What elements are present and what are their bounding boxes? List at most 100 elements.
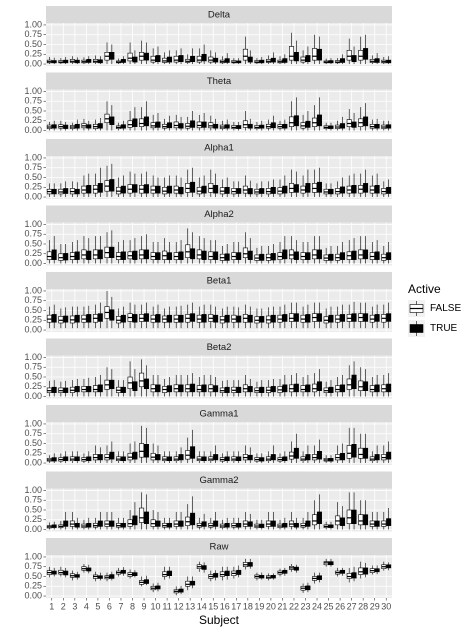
y-tick-label: 1.00 bbox=[24, 86, 42, 96]
box bbox=[351, 509, 357, 524]
box bbox=[358, 447, 364, 459]
x-tick-label: 6 bbox=[107, 601, 112, 611]
box bbox=[316, 511, 322, 524]
box bbox=[305, 120, 311, 128]
x-tick-label: 27 bbox=[347, 601, 357, 611]
x-tick-label: 8 bbox=[130, 601, 135, 611]
y-tick-label: 0.50 bbox=[24, 105, 42, 115]
y-tick-label: 0.00 bbox=[24, 191, 42, 201]
y-tick-label: 0.75 bbox=[24, 495, 42, 505]
strip-text: Gamma1 bbox=[199, 409, 238, 420]
box bbox=[363, 313, 369, 322]
x-tick-label: 7 bbox=[118, 601, 123, 611]
legend-title: Active bbox=[408, 282, 441, 296]
strip bbox=[46, 405, 392, 422]
box bbox=[51, 249, 57, 260]
strip bbox=[46, 538, 392, 555]
box bbox=[190, 512, 196, 526]
strip bbox=[46, 72, 392, 90]
box bbox=[358, 514, 364, 526]
box bbox=[127, 52, 133, 62]
strip-text: Raw bbox=[209, 542, 228, 553]
x-tick-label: 26 bbox=[335, 601, 345, 611]
box bbox=[190, 313, 196, 322]
box bbox=[97, 313, 103, 322]
strip bbox=[46, 139, 392, 156]
y-tick-label: 0.75 bbox=[24, 428, 42, 438]
box bbox=[190, 383, 196, 393]
x-tick-label: 2 bbox=[61, 601, 66, 611]
strip-text: Alpha1 bbox=[204, 143, 234, 154]
box bbox=[201, 521, 207, 527]
y-tick-label: 0.75 bbox=[24, 96, 42, 106]
x-tick-label: 15 bbox=[208, 601, 218, 611]
y-tick-label: 0.00 bbox=[24, 391, 42, 401]
box bbox=[289, 313, 295, 322]
y-tick-label: 0.25 bbox=[24, 381, 42, 391]
x-tick-label: 30 bbox=[381, 601, 391, 611]
box bbox=[92, 385, 98, 393]
box bbox=[132, 184, 138, 193]
y-tick-label: 0.00 bbox=[24, 457, 42, 467]
box bbox=[132, 118, 138, 127]
x-tick-label: 4 bbox=[84, 601, 89, 611]
box bbox=[173, 55, 179, 63]
x-tick-label: 29 bbox=[370, 601, 380, 611]
box bbox=[289, 46, 295, 61]
x-tick-label: 13 bbox=[185, 601, 195, 611]
x-tick-label: 23 bbox=[300, 601, 310, 611]
box bbox=[312, 48, 318, 61]
x-tick-label: 10 bbox=[151, 601, 161, 611]
box bbox=[46, 251, 52, 260]
y-tick-label: 0.25 bbox=[24, 315, 42, 325]
y-tick-label: 1.00 bbox=[24, 551, 42, 561]
box bbox=[363, 514, 369, 526]
box bbox=[247, 454, 253, 461]
y-tick-label: 0.75 bbox=[24, 29, 42, 39]
legend-text: TRUE bbox=[430, 323, 458, 334]
y-tick-label: 0.25 bbox=[24, 581, 42, 591]
x-tick-label: 19 bbox=[254, 601, 264, 611]
x-tick-label: 22 bbox=[289, 601, 299, 611]
y-tick-label: 0.75 bbox=[24, 362, 42, 372]
y-tick-label: 1.00 bbox=[24, 152, 42, 162]
y-tick-label: 0.50 bbox=[24, 371, 42, 381]
x-tick-label: 3 bbox=[72, 601, 77, 611]
legend-text: FALSE bbox=[430, 303, 461, 314]
y-tick-label: 0.25 bbox=[24, 49, 42, 59]
box bbox=[242, 48, 248, 61]
y-tick-label: 1.00 bbox=[24, 19, 42, 29]
box bbox=[289, 116, 295, 127]
box bbox=[196, 385, 202, 393]
box bbox=[358, 380, 364, 391]
y-tick-label: 0.75 bbox=[24, 561, 42, 571]
x-tick-label: 14 bbox=[197, 601, 207, 611]
strip-text: Theta bbox=[207, 76, 232, 87]
box bbox=[167, 385, 173, 393]
y-tick-label: 0.50 bbox=[24, 438, 42, 448]
y-tick-label: 0.00 bbox=[24, 324, 42, 334]
y-tick-label: 0.50 bbox=[24, 571, 42, 581]
y-tick-label: 0.75 bbox=[24, 229, 42, 239]
box bbox=[196, 55, 202, 63]
y-tick-label: 0.00 bbox=[24, 125, 42, 135]
box bbox=[150, 55, 156, 63]
strip bbox=[46, 338, 392, 356]
box bbox=[312, 514, 318, 526]
y-tick-label: 0.50 bbox=[24, 39, 42, 49]
y-tick-label: 0.00 bbox=[24, 590, 42, 600]
box bbox=[139, 372, 145, 388]
y-tick-label: 1.00 bbox=[24, 219, 42, 229]
x-tick-label: 21 bbox=[277, 601, 287, 611]
strip-text: Alpha2 bbox=[204, 209, 234, 220]
box bbox=[335, 385, 341, 393]
strip bbox=[46, 471, 392, 489]
x-axis-title: Subject bbox=[199, 613, 240, 627]
box bbox=[247, 521, 253, 527]
x-tick-label: 16 bbox=[220, 601, 230, 611]
x-tick-label: 9 bbox=[142, 601, 147, 611]
box bbox=[51, 314, 57, 323]
box bbox=[386, 383, 392, 393]
box bbox=[305, 55, 311, 62]
box bbox=[190, 446, 196, 459]
